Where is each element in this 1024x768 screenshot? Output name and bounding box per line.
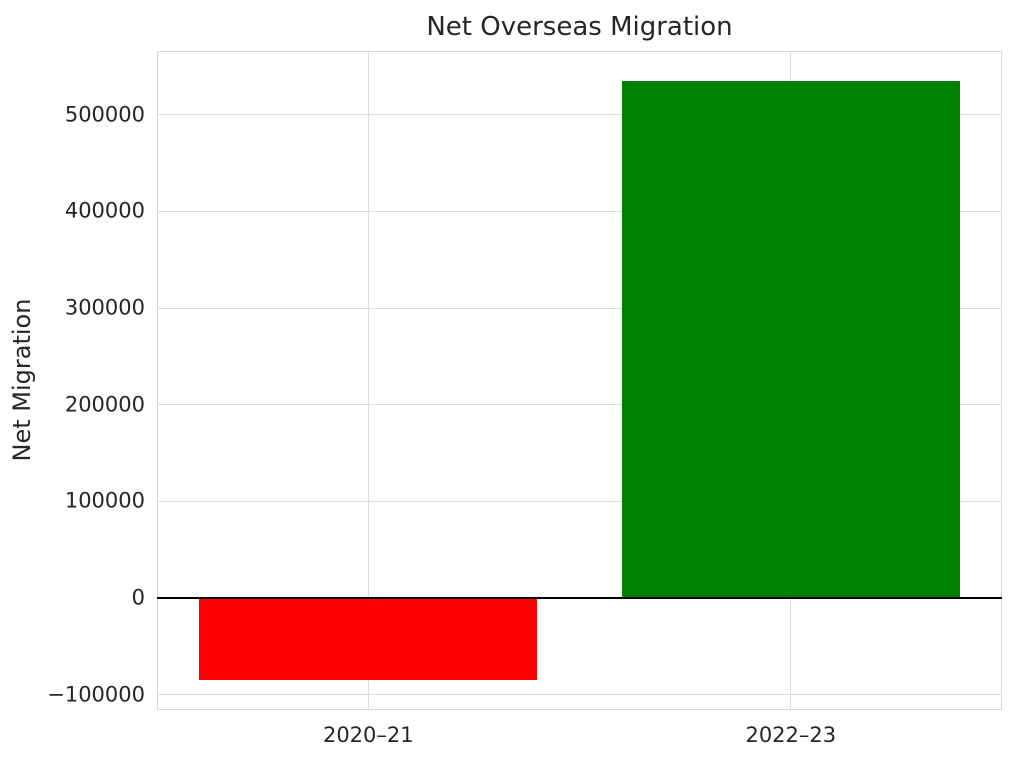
y-tick-label: 200000 (64, 392, 145, 417)
y-tick-label: −100000 (47, 682, 145, 707)
bar-2022–23 (621, 81, 960, 598)
y-tick-label: 400000 (64, 198, 145, 223)
y-gridline (157, 307, 1002, 309)
y-gridline (157, 404, 1002, 406)
y-gridline (157, 694, 1002, 695)
y-gridline (157, 210, 1002, 212)
y-gridline (157, 500, 1002, 502)
x-tick-label: 2022–23 (745, 723, 837, 747)
y-tick-label: 100000 (64, 488, 145, 513)
x-tick-label: 2020–21 (322, 723, 414, 747)
y-tick-label: 500000 (64, 102, 145, 127)
y-tick-label: 300000 (64, 295, 145, 320)
x-gridline (367, 51, 369, 710)
bar-2020–21 (199, 597, 538, 680)
y-tick-label: 0 (131, 585, 145, 610)
chart-title: Net Overseas Migration (426, 12, 733, 42)
y-gridline (157, 114, 1002, 116)
zero-axis-line (157, 596, 1002, 599)
y-axis-label: Net Migration (8, 298, 36, 462)
